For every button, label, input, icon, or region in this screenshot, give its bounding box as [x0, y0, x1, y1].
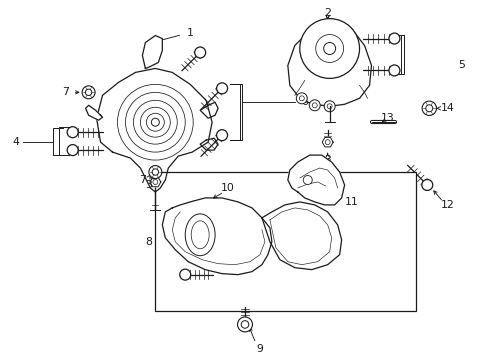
- Circle shape: [240, 319, 250, 330]
- Circle shape: [82, 86, 95, 99]
- Text: 2: 2: [324, 8, 331, 18]
- Polygon shape: [86, 105, 102, 120]
- Circle shape: [238, 317, 252, 332]
- Text: 3: 3: [324, 155, 331, 165]
- Polygon shape: [288, 23, 371, 106]
- Circle shape: [309, 100, 320, 111]
- Circle shape: [389, 33, 400, 44]
- Circle shape: [195, 47, 206, 58]
- Circle shape: [180, 269, 191, 280]
- Circle shape: [149, 166, 162, 179]
- Circle shape: [67, 145, 78, 156]
- Polygon shape: [322, 138, 333, 147]
- Circle shape: [217, 83, 227, 94]
- Polygon shape: [262, 202, 342, 270]
- Bar: [155, 172, 416, 311]
- Text: 7: 7: [139, 175, 146, 185]
- Circle shape: [300, 19, 360, 78]
- Text: 3: 3: [145, 180, 152, 190]
- Polygon shape: [162, 198, 272, 275]
- Text: 11: 11: [344, 197, 359, 207]
- Polygon shape: [150, 177, 161, 187]
- Polygon shape: [143, 36, 162, 68]
- Text: 10: 10: [221, 183, 235, 193]
- Polygon shape: [288, 155, 344, 205]
- Circle shape: [296, 93, 307, 104]
- Text: 1: 1: [187, 28, 194, 37]
- Text: 13: 13: [381, 113, 394, 123]
- Circle shape: [324, 101, 335, 112]
- Circle shape: [67, 127, 78, 138]
- Circle shape: [217, 130, 227, 141]
- Circle shape: [389, 65, 400, 76]
- Text: 14: 14: [441, 103, 454, 113]
- Ellipse shape: [185, 214, 215, 256]
- Circle shape: [422, 180, 433, 190]
- Text: 4: 4: [12, 137, 19, 147]
- Circle shape: [303, 176, 312, 184]
- Text: 12: 12: [441, 200, 454, 210]
- Text: 7: 7: [62, 87, 69, 97]
- Polygon shape: [97, 68, 212, 192]
- Text: 8: 8: [145, 237, 152, 247]
- Polygon shape: [83, 87, 94, 97]
- Text: 9: 9: [256, 345, 264, 354]
- Text: 6: 6: [301, 97, 308, 107]
- Circle shape: [422, 101, 437, 116]
- Text: 5: 5: [458, 60, 465, 71]
